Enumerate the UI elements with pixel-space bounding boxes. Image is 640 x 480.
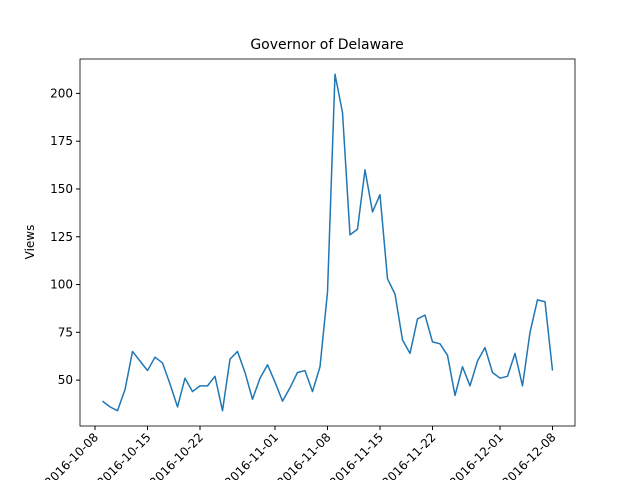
- y-tick-label: 100: [50, 278, 73, 292]
- line: [102, 73, 554, 412]
- y-tick-label: 125: [50, 230, 73, 244]
- y-tick-label: 150: [50, 182, 73, 196]
- y-tick-label: 175: [50, 134, 73, 148]
- chart-title: Governor of Delaware: [250, 37, 403, 53]
- y-tick-label: 75: [58, 325, 73, 339]
- plot-frame: [79, 58, 576, 427]
- y-tick-label: 50: [58, 373, 73, 387]
- y-axis-label: Views: [23, 225, 37, 260]
- y-tick-label: 200: [50, 86, 73, 100]
